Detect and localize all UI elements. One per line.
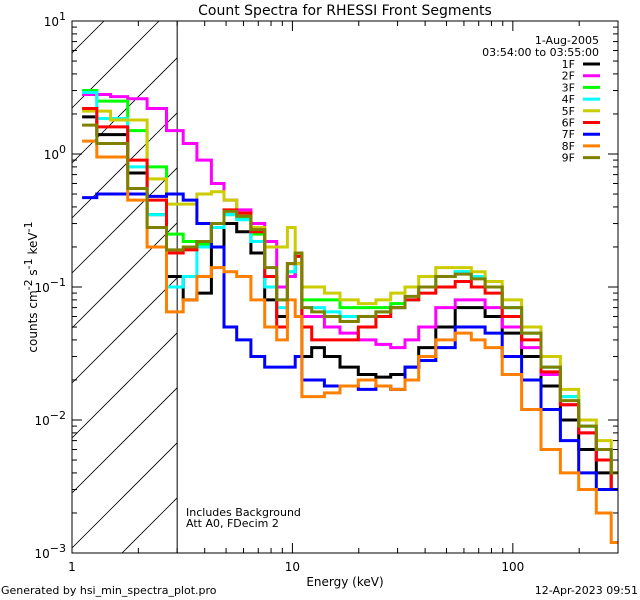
y-tick-label: 10−1 (35, 276, 67, 295)
legend-date: 1-Aug-2005 (535, 34, 599, 47)
series-8f (82, 139, 618, 544)
annotation-background: Includes Background (186, 506, 301, 519)
footer-generated-by: Generated by hsi_min_spectra_plot.pro (1, 584, 217, 597)
series-3f (82, 89, 618, 475)
hatch-line (72, 123, 640, 600)
y-tick-label: 10−3 (35, 542, 67, 561)
x-tick-label: 10 (285, 560, 300, 574)
x-axis-label: Energy (keV) (306, 575, 383, 589)
y-axis-label-part: keV (26, 232, 40, 259)
annotation-attenuator: Att A0, FDecim 2 (186, 517, 279, 530)
y-axis-label-exp: -1 (22, 221, 35, 232)
hatch-line (72, 57, 177, 164)
legend-label-3f: 3F (562, 81, 575, 94)
legend-time-range: 03:54:00 to 03:55:00 (482, 46, 599, 59)
y-axis-label-exp: -1 (22, 258, 35, 269)
series-9f (82, 123, 618, 475)
hatch-line (72, 442, 177, 549)
x-axis: 1 10 100 (68, 21, 619, 574)
hatch-line (72, 398, 640, 600)
y-axis-label-exp: -2 (22, 279, 35, 290)
legend: 1-Aug-2005 03:54:00 to 03:55:00 1F2F3F4F… (482, 34, 600, 165)
series-7f (82, 192, 618, 491)
y-tick-label: 100 (44, 143, 66, 162)
x-tick-label: 100 (501, 560, 524, 574)
series-5f (82, 109, 618, 475)
legend-label-5f: 5F (562, 105, 575, 118)
legend-label-4f: 4F (562, 93, 575, 106)
legend-label-2f: 2F (562, 70, 575, 83)
series-2f (82, 93, 618, 475)
legend-label-6f: 6F (562, 117, 575, 130)
y-axis-label-part: counts cm (26, 290, 40, 352)
series-4f (82, 91, 618, 475)
hatch-line (72, 233, 640, 600)
y-axis-label-part: s (26, 269, 40, 279)
legend-label-8f: 8F (562, 140, 575, 153)
hatch-line (72, 343, 640, 600)
y-tick-label: 10−2 (35, 409, 67, 428)
y-axis: 101 100 10−1 10−2 10−3 (35, 10, 618, 561)
y-axis-label: counts cm-2 s-1 keV-1 (22, 221, 40, 352)
y-tick-label: 101 (44, 10, 66, 29)
legend-label-1f: 1F (562, 58, 575, 71)
plot-frame (71, 20, 619, 554)
x-tick-label: 1 (68, 560, 76, 574)
footer-timestamp: 12-Apr-2023 09:51 (535, 584, 638, 597)
series-layer (82, 89, 618, 544)
hatch-line (72, 178, 640, 600)
legend-label-7f: 7F (562, 128, 575, 141)
legend-label-9f: 9F (562, 152, 575, 165)
chart-title: Count Spectra for RHESSI Front Segments (198, 3, 492, 19)
series-1f (82, 115, 618, 491)
